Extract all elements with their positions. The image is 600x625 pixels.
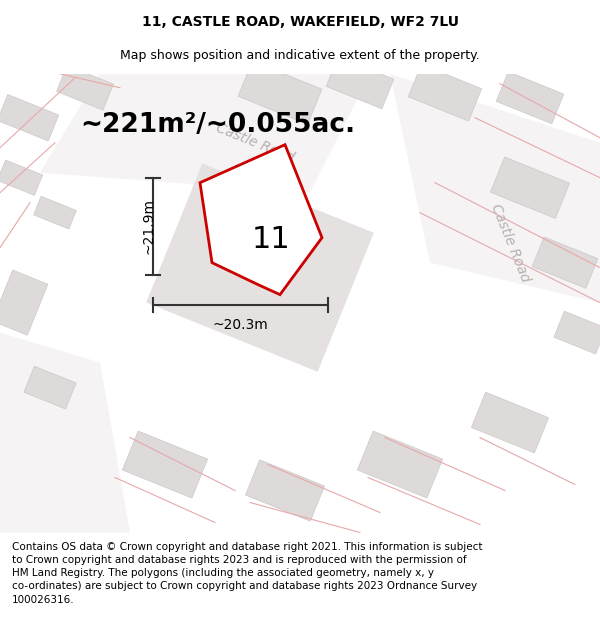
Polygon shape: [390, 74, 600, 302]
Polygon shape: [245, 460, 325, 521]
Polygon shape: [40, 74, 370, 192]
Text: Castle Road: Castle Road: [488, 201, 532, 284]
Polygon shape: [146, 164, 374, 372]
Text: 11, CASTLE ROAD, WAKEFIELD, WF2 7LU: 11, CASTLE ROAD, WAKEFIELD, WF2 7LU: [142, 15, 458, 29]
Polygon shape: [472, 392, 548, 453]
Polygon shape: [0, 332, 130, 532]
Text: ~20.3m: ~20.3m: [212, 318, 268, 332]
Polygon shape: [238, 61, 322, 124]
Polygon shape: [122, 431, 208, 498]
Polygon shape: [490, 157, 569, 218]
Text: Castle Road: Castle Road: [214, 121, 296, 165]
Polygon shape: [409, 64, 482, 121]
Text: ~21.9m: ~21.9m: [141, 198, 155, 254]
Polygon shape: [496, 72, 564, 124]
Polygon shape: [554, 311, 600, 354]
Polygon shape: [0, 270, 48, 335]
Polygon shape: [56, 66, 113, 110]
Polygon shape: [34, 196, 76, 229]
Text: Map shows position and indicative extent of the property.: Map shows position and indicative extent…: [120, 49, 480, 62]
Polygon shape: [0, 160, 43, 196]
Text: 11: 11: [252, 225, 291, 254]
Text: ~221m²/~0.055ac.: ~221m²/~0.055ac.: [80, 112, 356, 138]
Polygon shape: [326, 57, 394, 109]
Polygon shape: [0, 94, 59, 141]
Polygon shape: [532, 237, 598, 288]
Polygon shape: [358, 431, 443, 498]
Polygon shape: [24, 366, 76, 409]
Polygon shape: [200, 145, 322, 294]
Text: Contains OS data © Crown copyright and database right 2021. This information is : Contains OS data © Crown copyright and d…: [12, 542, 482, 604]
